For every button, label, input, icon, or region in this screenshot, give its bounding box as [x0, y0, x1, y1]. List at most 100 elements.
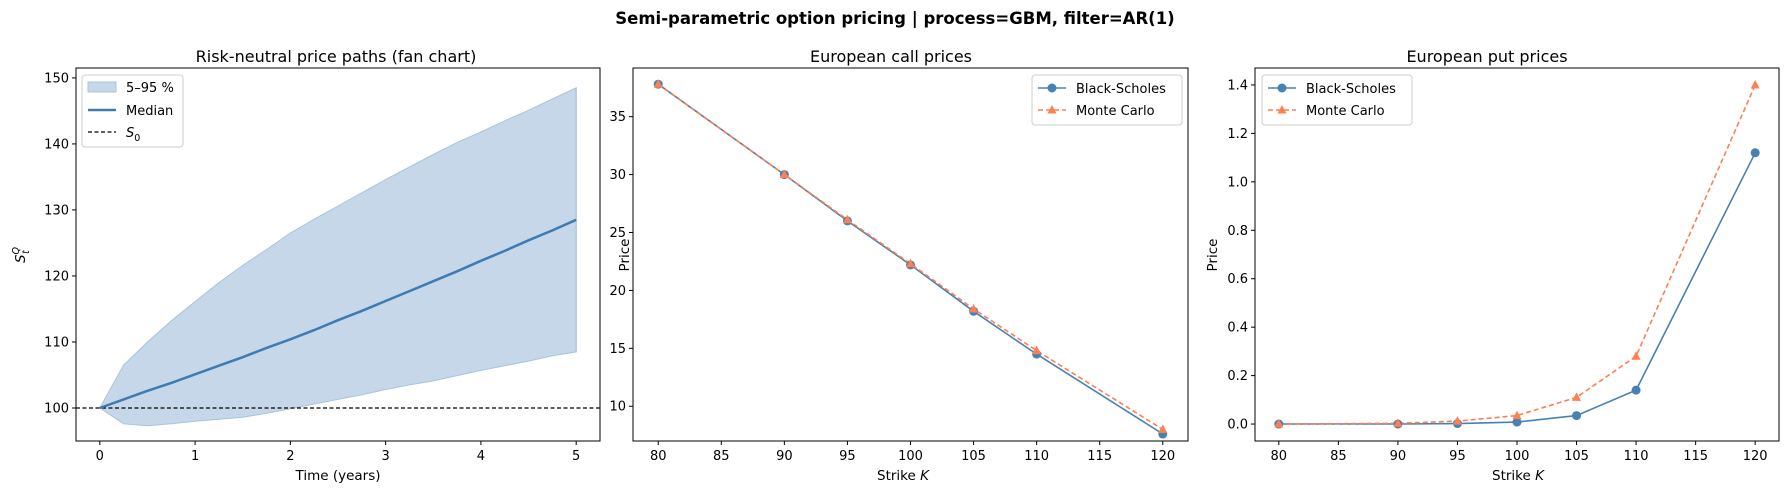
call-legend-box	[1031, 74, 1183, 126]
fan-chart-ticks: 0 1 2 3 4 5 100 110 120 130 140 150	[44, 71, 580, 464]
put-legend-box	[1261, 74, 1413, 126]
call-chart-title: European call prices	[810, 47, 972, 66]
median-path-line	[99, 218, 577, 410]
call-chart-ylabel: Price	[617, 239, 633, 272]
call-xtick-label: 80	[650, 449, 667, 464]
call-monte-carlo-point	[906, 258, 915, 268]
fan-chart-title: Risk-neutral price paths (fan chart)	[196, 47, 477, 66]
fan-xtick-label: 5	[572, 449, 580, 464]
put-legend-bs-label: Black-Scholes	[1306, 82, 1396, 97]
put-black-scholes-point	[1512, 417, 1522, 427]
call-ytick-label: 30	[609, 168, 626, 183]
fan-ytick-label: 120	[44, 269, 69, 284]
call-xtick-label: 95	[839, 449, 856, 464]
call-monte-carlo-point	[779, 169, 789, 179]
put-monte-carlo-line	[1278, 84, 1756, 425]
put-monte-carlo-point	[1274, 419, 1284, 428]
put-xtick-label: 95	[1449, 449, 1466, 464]
fan-chart-ylabel: SQt	[11, 246, 32, 263]
put-monte-carlo-point	[1452, 416, 1462, 425]
put-chart-ylabel: Price	[1205, 239, 1221, 272]
fan-ytick-label: 130	[44, 203, 69, 218]
figure-suptitle: Semi-parametric option pricing | process…	[615, 9, 1174, 29]
call-monte-carlo-point	[842, 214, 852, 224]
call-xtick-label: 85	[713, 449, 730, 464]
put-black-scholes-point	[1750, 148, 1760, 158]
legend-median-label: Median	[126, 104, 173, 119]
fan-xtick-label: 4	[477, 449, 485, 464]
put-chart-plot-area	[1274, 79, 1760, 429]
call-xtick-label: 90	[776, 449, 793, 464]
put-xtick-label: 120	[1743, 449, 1768, 464]
legend-band-swatch	[87, 81, 117, 93]
put-black-scholes-point	[1572, 411, 1582, 421]
legend-s0-label: S0	[126, 126, 140, 144]
put-monte-carlo-point	[1512, 410, 1522, 420]
call-ytick-label: 35	[609, 110, 626, 125]
call-ytick-label: 10	[609, 400, 626, 415]
put-xtick-label: 110	[1624, 449, 1649, 464]
legend-band-label: 5–95 %	[126, 81, 174, 96]
call-legend-mc-label: Monte Carlo	[1076, 104, 1155, 119]
put-ytick-label: 0.2	[1227, 369, 1248, 384]
put-chart-frame	[1254, 67, 1780, 442]
fan-ytick-label: 110	[44, 335, 69, 350]
put-ytick-label: 1.0	[1227, 175, 1248, 190]
put-legend-mc-marker	[1277, 105, 1287, 114]
call-xtick-label: 120	[1150, 449, 1175, 464]
put-chart-legend: Black-Scholes Monte Carlo	[1261, 74, 1413, 126]
put-prices-panel: European put prices 80 85 90 95 100 105 110 115…	[1205, 47, 1780, 484]
call-xtick-label: 105	[961, 449, 986, 464]
call-monte-carlo-point	[969, 303, 979, 313]
put-xtick-label: 115	[1683, 449, 1708, 464]
call-ytick-label: 15	[609, 342, 626, 357]
call-xtick-label: 100	[898, 449, 923, 464]
call-ytick-label: 25	[609, 226, 626, 241]
call-chart-plot-area	[653, 79, 1168, 439]
call-chart-ticks: 80 85 90 95 100 105 110 115 120 10 15 20 25 30 35	[609, 110, 1175, 464]
fan-ytick-label: 140	[44, 137, 69, 152]
put-xtick-label: 85	[1330, 449, 1347, 464]
call-legend-bs-label: Black-Scholes	[1076, 82, 1166, 97]
call-xtick-label: 115	[1087, 449, 1112, 464]
put-monte-carlo-point	[1572, 392, 1582, 401]
fan-chart-frame	[75, 67, 601, 442]
call-legend-bs-marker	[1047, 83, 1057, 93]
fan-chart-xlabel: Time (years)	[294, 468, 380, 484]
call-chart-xlabel: Strike K	[877, 468, 930, 484]
fan-ytick-label: 100	[44, 401, 69, 416]
fan-xtick-label: 0	[96, 449, 104, 464]
put-chart-ticks: 80 85 90 95 100 105 110 115 120 0.0 0.2 0.4 0.6 0.8 1.…	[1227, 78, 1767, 464]
put-chart-xlabel: Strike K	[1492, 468, 1545, 484]
fan-xtick-label: 3	[381, 449, 389, 464]
put-xtick-label: 105	[1564, 449, 1589, 464]
put-monte-carlo-point	[1631, 351, 1641, 360]
put-ytick-label: 0.0	[1227, 418, 1248, 433]
put-monte-carlo-point	[1393, 418, 1403, 427]
put-monte-carlo-point	[1750, 79, 1760, 89]
call-monte-carlo-point	[1032, 345, 1042, 355]
call-prices-panel: European call prices 80 85 90 95 100 105 110 11…	[609, 47, 1189, 484]
call-xtick-label: 110	[1024, 449, 1049, 464]
call-chart-frame	[632, 67, 1189, 442]
put-ytick-label: 1.4	[1227, 78, 1248, 93]
put-black-scholes-point	[1631, 385, 1641, 395]
fan-xtick-label: 1	[191, 449, 199, 464]
put-chart-title: European put prices	[1406, 47, 1567, 66]
put-xtick-label: 80	[1271, 449, 1288, 464]
fan-chart-plot-area	[76, 87, 600, 427]
call-chart-legend: Black-Scholes Monte Carlo	[1031, 74, 1183, 126]
put-xtick-label: 100	[1505, 449, 1530, 464]
call-monte-carlo-point	[653, 79, 663, 88]
put-legend-bs-marker	[1277, 83, 1287, 93]
call-monte-carlo-point	[1158, 424, 1168, 433]
put-ytick-label: 1.2	[1227, 127, 1248, 142]
fan-ytick-label: 150	[44, 71, 69, 86]
call-ytick-label: 20	[609, 284, 626, 299]
put-ytick-label: 0.6	[1227, 272, 1248, 287]
put-legend-mc-label: Monte Carlo	[1306, 104, 1385, 119]
put-black-scholes-line	[1278, 152, 1756, 425]
fan-xtick-label: 2	[286, 449, 294, 464]
